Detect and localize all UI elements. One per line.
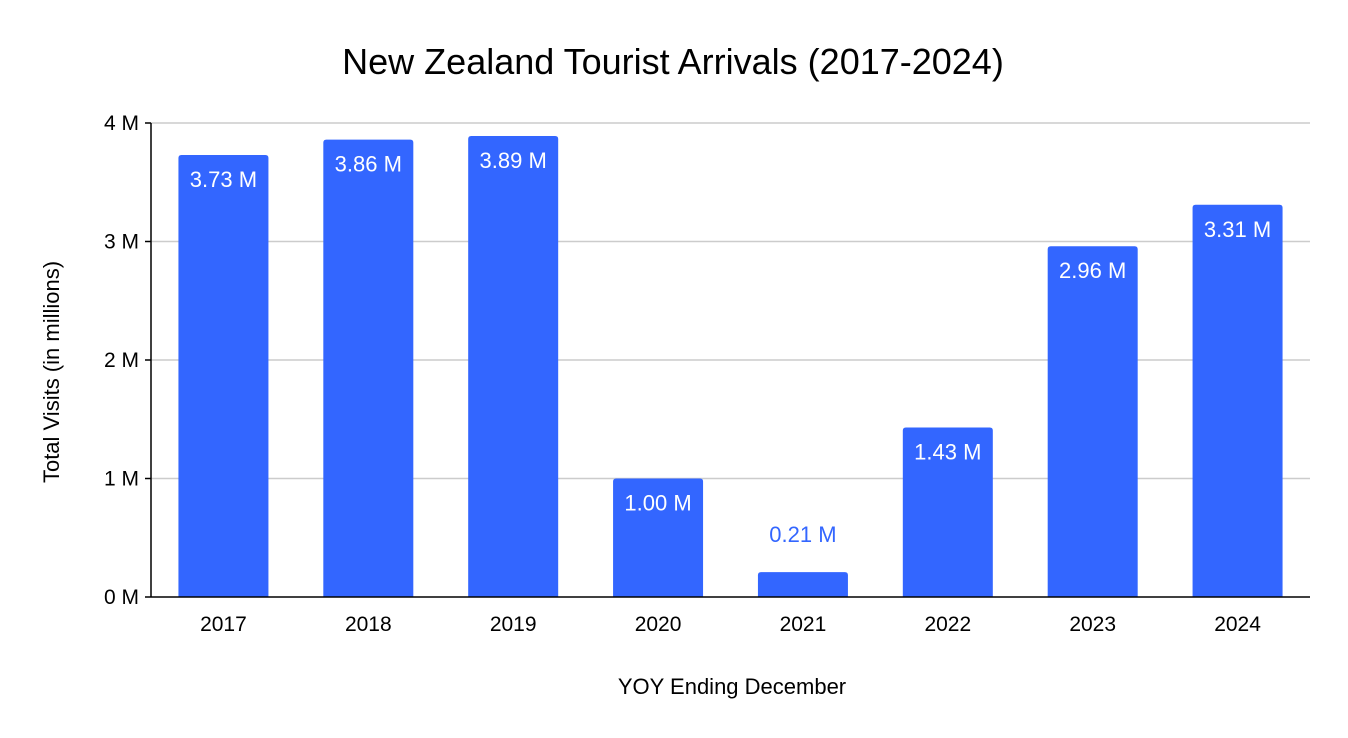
- bar-2018: [323, 139, 414, 597]
- y-axis-title: Total Visits (in millions): [39, 261, 64, 483]
- x-tick-label: 2020: [635, 613, 682, 636]
- x-tick-label: 2022: [924, 613, 971, 636]
- axes: 0 M 1 M 2 M 3 M 4 M 2017 2018 2019 2020 2021 2022 2…: [104, 112, 1310, 636]
- x-tick-label: 2017: [200, 613, 247, 636]
- data-label: 0.21 M: [769, 522, 836, 547]
- data-labels: 3.73 M 3.86 M 3.89 M 1.00 M 0.21 M 1.43 M 2.96…: [190, 148, 1271, 547]
- x-tick-label: 2024: [1214, 613, 1261, 636]
- bar-2019: [468, 136, 559, 597]
- bar-2017: [178, 154, 269, 597]
- data-label: 3.31 M: [1204, 217, 1271, 242]
- chart-title: New Zealand Tourist Arrivals (2017-2024): [342, 41, 1004, 82]
- data-label: 2.96 M: [1059, 258, 1126, 283]
- bar-2020: [613, 478, 704, 597]
- y-tick-label: 4 M: [104, 112, 139, 135]
- x-tick-label: 2019: [490, 613, 537, 636]
- data-label: 1.00 M: [624, 491, 691, 516]
- data-label: 3.89 M: [480, 148, 547, 173]
- x-tick-label: 2018: [345, 613, 392, 636]
- y-tick-label: 0 M: [104, 586, 139, 609]
- x-tick-label: 2021: [780, 613, 827, 636]
- y-tick-label: 2 M: [104, 349, 139, 372]
- data-label: 1.43 M: [914, 440, 981, 465]
- bar-2023: [1047, 246, 1138, 598]
- y-tick-label: 1 M: [104, 468, 139, 491]
- bar-2021: [757, 572, 848, 597]
- bar-2022: [902, 427, 993, 597]
- bars: [178, 136, 1283, 598]
- data-label: 3.73 M: [190, 167, 257, 192]
- y-tick-label: 3 M: [104, 231, 139, 254]
- x-tick-label: 2023: [1069, 613, 1116, 636]
- x-axis-title: YOY Ending December: [618, 674, 846, 699]
- bar-2024: [1192, 204, 1283, 597]
- data-label: 3.86 M: [335, 152, 402, 177]
